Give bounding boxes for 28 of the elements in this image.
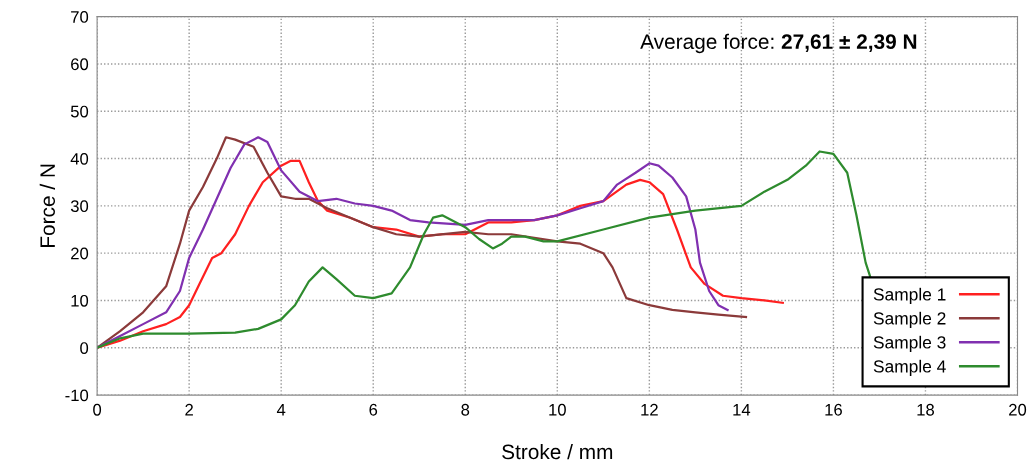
y-tick-label: 30	[70, 200, 89, 213]
legend-label: Sample 2	[873, 311, 946, 328]
x-tick-label: 4	[276, 404, 286, 416]
x-tick-label: 8	[461, 403, 470, 416]
y-tick-label: 40	[70, 152, 89, 165]
y-axis-title: Force / N	[39, 164, 56, 247]
legend-label: Sample 1	[873, 287, 946, 304]
y-tick-label: 60	[71, 58, 89, 71]
x-tick-label: 14	[733, 404, 751, 416]
y-tick-label: 0	[80, 342, 89, 354]
y-tick-label: 50	[70, 105, 89, 118]
annotation: Average force: 27,61 ± 2,39 N	[640, 33, 917, 54]
line-series	[97, 150, 872, 349]
legend-label: Sample 3	[873, 335, 946, 352]
x-tick-label: 18	[917, 403, 935, 416]
x-tick-label: 6	[369, 403, 378, 416]
x-tick-label: 10	[549, 403, 566, 416]
x-tick-label: 0	[93, 403, 102, 416]
y-tick-label: 10	[71, 294, 89, 307]
y-tick-label: 70	[71, 11, 89, 23]
y-tick-label: 20	[71, 247, 89, 260]
y-tick-label: -10	[65, 389, 89, 402]
legend-label: Sample 4	[873, 359, 946, 376]
x-tick-label: 20	[1009, 403, 1027, 416]
x-tick-label: 2	[185, 403, 193, 416]
x-tick-label: 12	[641, 403, 658, 416]
x-tick-label: 16	[825, 403, 842, 416]
x-axis-title: Stroke / mm	[502, 443, 613, 460]
